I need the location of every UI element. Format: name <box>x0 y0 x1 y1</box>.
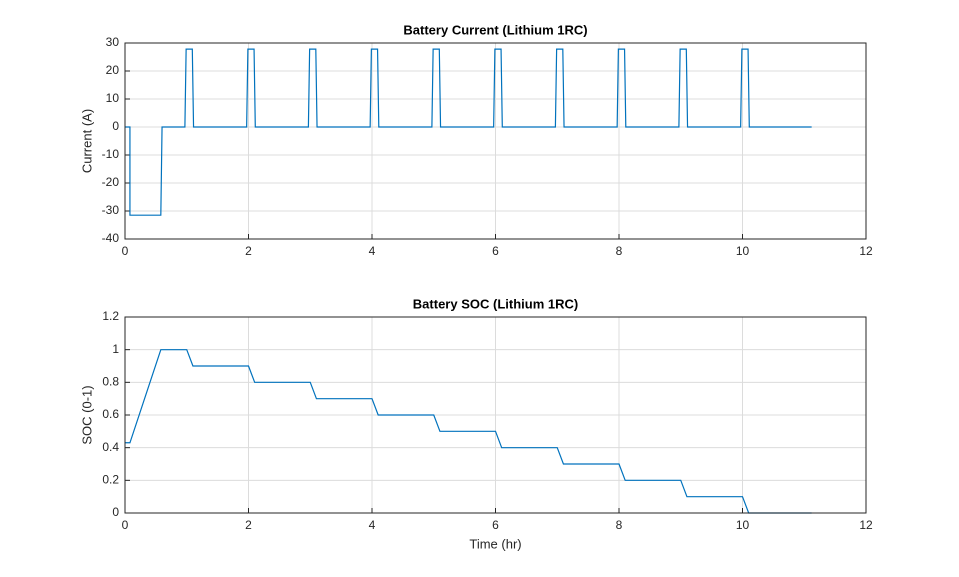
y-tick-label: 0.4 <box>102 440 119 454</box>
x-tick-label: 0 <box>122 244 129 258</box>
y-tick-label: 20 <box>106 63 120 77</box>
y-tick-label: 10 <box>106 91 120 105</box>
x-tick-label: 6 <box>492 244 499 258</box>
x-tick-label: 12 <box>859 518 873 532</box>
data-line <box>125 349 812 514</box>
y-tick-label: 1.2 <box>102 309 119 323</box>
chart-title: Battery Current (Lithium 1RC) <box>403 22 587 37</box>
x-tick-label: 2 <box>245 518 252 532</box>
y-tick-label: 0.2 <box>102 473 119 487</box>
y-axis-label: Current (A) <box>79 109 94 173</box>
y-tick-label: -10 <box>102 147 120 161</box>
y-tick-label: -20 <box>102 175 120 189</box>
x-tick-label: 8 <box>616 518 623 532</box>
x-tick-label: 10 <box>736 244 750 258</box>
axes-box <box>124 316 867 514</box>
y-axis-label: SOC (0-1) <box>79 385 94 444</box>
chart-title: Battery SOC (Lithium 1RC) <box>413 296 578 311</box>
axes-box <box>124 42 867 240</box>
y-tick-label: 1 <box>112 342 119 356</box>
y-tick-label: 0.8 <box>102 375 119 389</box>
y-tick-label: 30 <box>106 35 120 49</box>
x-tick-label: 0 <box>122 518 129 532</box>
y-tick-label: 0.6 <box>102 407 119 421</box>
data-line <box>125 48 812 216</box>
x-tick-label: 4 <box>369 518 376 532</box>
x-tick-label: 10 <box>736 518 750 532</box>
x-axis-label: Time (hr) <box>469 536 521 551</box>
x-tick-label: 12 <box>859 244 873 258</box>
y-tick-label: -30 <box>102 203 120 217</box>
y-tick-label: -40 <box>102 231 120 245</box>
x-tick-label: 4 <box>369 244 376 258</box>
y-tick-label: 0 <box>112 505 119 519</box>
y-tick-label: 0 <box>112 119 119 133</box>
x-tick-label: 2 <box>245 244 252 258</box>
x-tick-label: 8 <box>616 244 623 258</box>
x-tick-label: 6 <box>492 518 499 532</box>
